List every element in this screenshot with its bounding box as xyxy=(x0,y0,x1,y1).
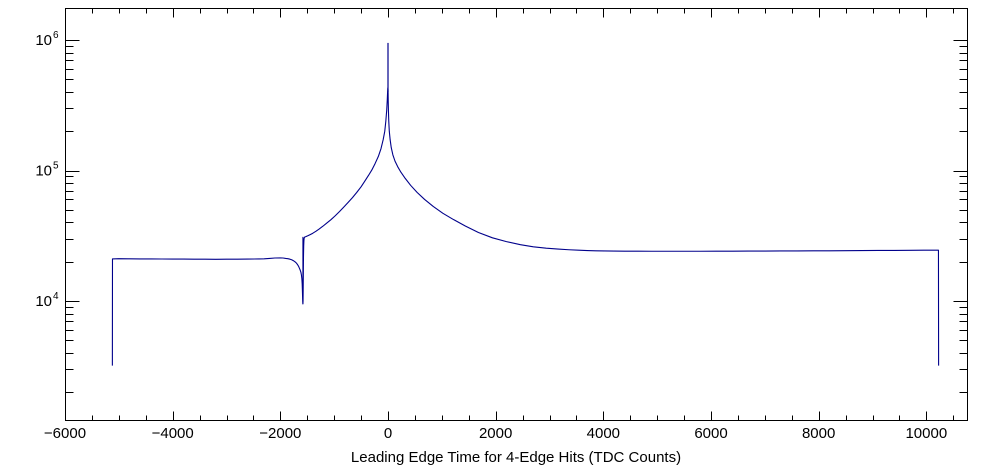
y-tick-label-exponent-0: 4 xyxy=(53,291,59,302)
plot-frame xyxy=(64,7,969,422)
y-axis-major-ticks xyxy=(65,39,968,303)
x-tick-label-4: 2000 xyxy=(479,425,512,442)
y-tick-label-exponent-1: 5 xyxy=(53,161,59,172)
x-tick-label-7: 8000 xyxy=(802,425,835,442)
x-axis-title: Leading Edge Time for 4-Edge Hits (TDC C… xyxy=(351,449,681,466)
y-tick-label-exponent-2: 6 xyxy=(53,30,59,41)
x-tick-label-1: −4000 xyxy=(152,425,194,442)
axes-frame xyxy=(64,7,969,422)
x-tick-label-2: −2000 xyxy=(259,425,301,442)
y-axis-minor-ticks xyxy=(65,46,968,393)
x-tick-label-5: 4000 xyxy=(587,425,620,442)
y-tick-label-base-0: 10 xyxy=(35,293,52,310)
x-tick-label-0: −6000 xyxy=(44,425,86,442)
x-axis-major-ticks xyxy=(64,8,928,421)
data-series-group xyxy=(111,42,940,366)
y-tick-label-base-1: 10 xyxy=(35,163,52,180)
x-tick-label-3: 0 xyxy=(384,425,392,442)
x-axis-minor-ticks xyxy=(92,8,954,421)
x-tick-label-8: 10000 xyxy=(905,425,947,442)
y-tick-label-base-2: 10 xyxy=(35,32,52,49)
x-axis-tick-labels: −6000 −4000 −2000 0 2000 4000 6000 8000 10000 xyxy=(44,425,947,442)
x-tick-label-6: 6000 xyxy=(694,425,727,442)
data-curve-4-edge-hits xyxy=(111,87,940,366)
